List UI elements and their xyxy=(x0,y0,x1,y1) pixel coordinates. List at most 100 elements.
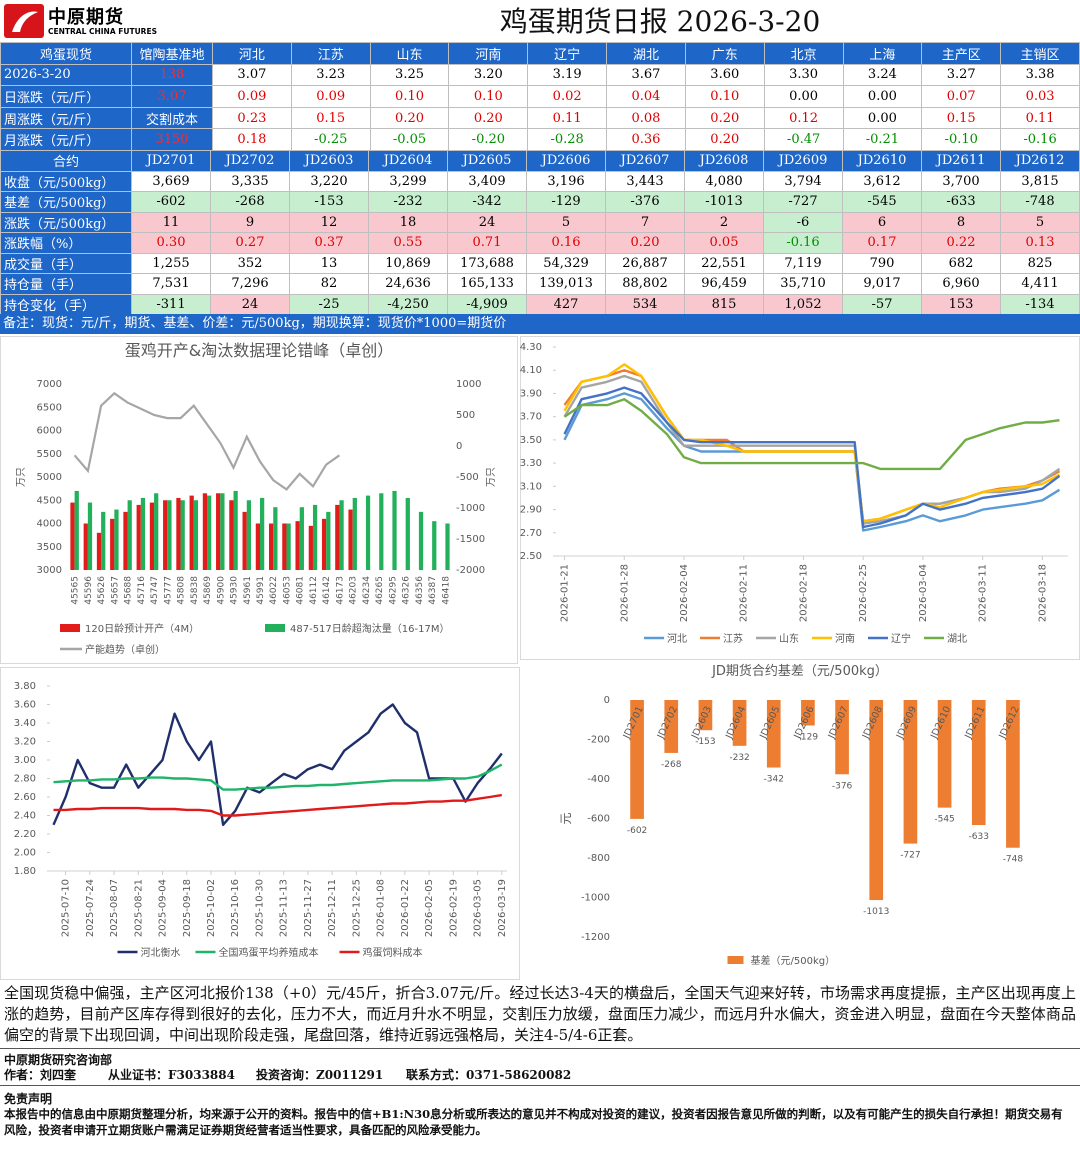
bar xyxy=(74,490,79,570)
cell: 3,409 xyxy=(447,170,527,192)
disclaimer-title: 免责声明 xyxy=(4,1092,53,1106)
x-tick-label: 46295 xyxy=(388,576,398,605)
table-row: 2026-3-20 138 3.07 3.23 3.25 3.20 3.19 3.67 3.60… xyxy=(0,63,1080,87)
bar xyxy=(630,700,644,819)
x-tick-label: 45596 xyxy=(84,576,94,605)
x-tick-label: 2026-03-11 xyxy=(978,564,989,622)
bar xyxy=(123,511,128,570)
cell: 825 xyxy=(1000,252,1080,274)
table-row: 涨跌幅（%） 0.30 0.27 0.37 0.55 0.71 0.16 0.20 0.05 -0… xyxy=(0,232,1080,254)
data-label: -129 xyxy=(798,732,819,742)
cell: 3.07 xyxy=(131,85,213,108)
x-tick-label: 2026-03-18 xyxy=(1037,564,1048,622)
header-cell: 主产区 xyxy=(921,42,1002,65)
y2-tick-label: -1000 xyxy=(456,503,485,514)
y-tick-label: 2.50 xyxy=(520,551,542,562)
chart: 1.80 2.00 2.20 2.40 2.60 2.80 3.00 3.20 3.40 3.60… xyxy=(14,681,508,959)
consult: 投资咨询：Z0011291 xyxy=(256,1068,384,1082)
chart: JD期货合约基差（元/500kg） -1200 -1000 -800 -600 -400 -… xyxy=(559,663,1023,967)
y-tick-label: 3.10 xyxy=(520,481,542,492)
x-tick-label: 2025-09-18 xyxy=(182,879,193,937)
bar xyxy=(189,495,194,570)
x-tick-label: 2026-02-04 xyxy=(679,564,690,622)
bar xyxy=(136,504,141,570)
cell: 0.20 xyxy=(684,128,765,151)
header-cell: JD2603 xyxy=(289,150,369,172)
cell: 5 xyxy=(526,211,606,233)
x-tick-label: 45688 xyxy=(124,576,134,605)
x-tick-label: 45900 xyxy=(216,576,226,605)
y-tick-label: 3.50 xyxy=(520,435,542,446)
cell: -0.20 xyxy=(448,128,529,151)
footer: 中原期货研究咨询部 作者：刘四奎 从业证书：F3033884 投资咨询：Z001… xyxy=(0,1048,1080,1149)
y2-axis-label: 万只 xyxy=(486,467,497,487)
commentary: 全国现货稳中偏强，主产区河北报价138（+0）元/45斤，折合3.07元/斤。经… xyxy=(4,984,1076,1044)
x-tick-label: 46203 xyxy=(349,576,359,605)
data-label: -232 xyxy=(729,753,749,763)
cell: 35,710 xyxy=(763,273,843,295)
header-cell: 辽宁 xyxy=(527,42,608,65)
cell: 790 xyxy=(842,252,922,274)
cell: 3,669 xyxy=(131,170,211,192)
y-tick-label: 5500 xyxy=(37,449,62,460)
x-tick-label: 2026-01-28 xyxy=(619,564,630,622)
line-series xyxy=(73,391,341,491)
cell: -376 xyxy=(605,191,685,213)
table-row: 基差（元/500kg） -602 -268 -153 -232 -342 -129 -376-… xyxy=(0,191,1080,213)
data-label: -153 xyxy=(695,737,715,747)
cell: -602 xyxy=(131,191,211,213)
y-tick-label: 2.40 xyxy=(14,811,36,822)
x-tick-label: 46053 xyxy=(282,576,292,605)
cell: 815 xyxy=(684,293,764,315)
legend-label: 湖北 xyxy=(947,633,967,645)
header-cell: JD2605 xyxy=(447,150,527,172)
cell: 1,052 xyxy=(763,293,843,315)
row-label: 收盘（元/500kg） xyxy=(0,170,132,192)
y-tick-label: 3.80 xyxy=(14,681,36,692)
cell: -0.25 xyxy=(290,128,371,151)
header-cell: JD2611 xyxy=(921,150,1001,172)
line-series xyxy=(53,793,502,817)
x-tick-label: 2026-03-05 xyxy=(473,879,484,937)
legend-label: 鸡蛋饲料成本 xyxy=(363,946,423,959)
bar xyxy=(255,523,260,570)
cell: 88,802 xyxy=(605,273,685,295)
y2-tick-label: 1000 xyxy=(456,379,481,390)
line-series xyxy=(563,386,1061,529)
bar xyxy=(335,504,340,570)
cell: 0.00 xyxy=(842,106,923,130)
x-tick-label: 2025-09-04 xyxy=(158,879,169,937)
chart-title: JD期货合约基差（元/500kg） xyxy=(711,663,888,679)
row-label: 涨跌幅（%） xyxy=(0,232,132,254)
header-cell: 广东 xyxy=(684,42,765,65)
y-tick-label: 3500 xyxy=(37,542,62,553)
logo-text: 中原期货 xyxy=(48,7,124,28)
cell: -633 xyxy=(921,191,1001,213)
x-tick-label: 2025-07-24 xyxy=(85,879,96,937)
header-cell: JD2607 xyxy=(605,150,685,172)
y-tick-label: 4000 xyxy=(37,519,62,530)
y-tick-label: 3.40 xyxy=(14,718,36,729)
y-axis-label: 万只 xyxy=(16,467,27,487)
y-tick-label: -600 xyxy=(587,814,610,825)
cell: -748 xyxy=(1000,191,1080,213)
cell: 352 xyxy=(210,252,290,274)
bar xyxy=(326,511,331,570)
y-tick-label: 4.30 xyxy=(520,342,542,353)
bar xyxy=(110,518,115,570)
header-cell: 上海 xyxy=(842,42,923,65)
table-row: 日涨跌（元/斤） 3.07 0.09 0.09 0.10 0.10 0.02 0.04 0.10… xyxy=(0,85,1080,108)
y-tick-label: 3.30 xyxy=(520,458,542,469)
data-label: -602 xyxy=(627,826,647,836)
header-cell: 山东 xyxy=(369,42,450,65)
spot-table: 鸡蛋现货 馆陶基准地 河北 江苏 山东 河南 辽宁 湖北 广东 北京 上海 主产区 主销区 2026-3-… xyxy=(0,42,1080,151)
y-tick-label: -400 xyxy=(587,774,610,785)
bar xyxy=(321,518,327,570)
bar xyxy=(869,700,884,901)
cell: 139,013 xyxy=(526,273,606,295)
x-tick-label: 45716 xyxy=(137,576,147,605)
bar xyxy=(180,500,185,570)
legend-label: 全国鸡蛋平均养殖成本 xyxy=(219,946,319,959)
cell: 9,017 xyxy=(842,273,922,295)
legend-swatch xyxy=(727,956,744,964)
